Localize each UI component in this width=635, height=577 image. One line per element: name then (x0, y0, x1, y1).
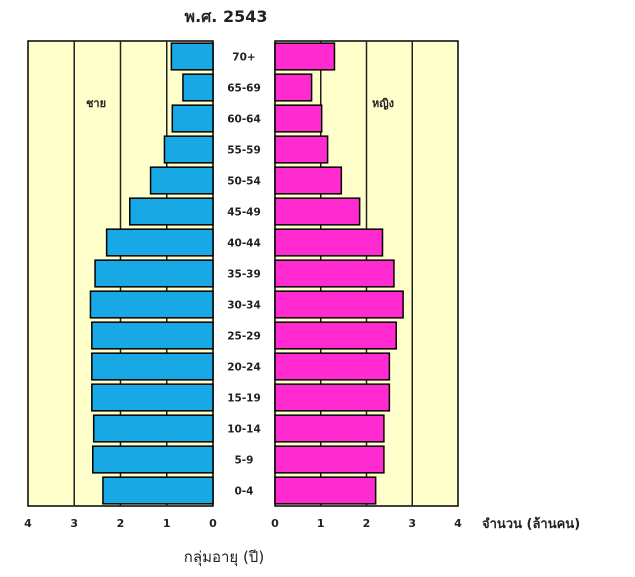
male-bar (105, 228, 214, 257)
male-bar (89, 290, 214, 319)
female-bar (274, 321, 397, 350)
female-bar (274, 445, 385, 474)
male-bar (94, 259, 214, 288)
x-tick-label: 1 (163, 517, 171, 530)
x-tick-label: 1 (317, 517, 325, 530)
x-tick-label: 3 (408, 517, 416, 530)
x-tick-label: 3 (70, 517, 78, 530)
age-group-label: 30-34 (227, 300, 261, 312)
x-tick-label: 2 (117, 517, 125, 530)
age-group-label: 60-64 (227, 114, 261, 126)
x-axis-ticks: 4 3 2 1 0 0 1 2 3 4 (24, 517, 462, 530)
x-tick-label: 0 (209, 517, 217, 530)
age-group-label: 45-49 (227, 207, 261, 219)
female-bar (274, 135, 329, 164)
male-bar (182, 73, 214, 102)
female-bar (274, 290, 404, 319)
series-label-male: ชาย (86, 97, 106, 110)
x-axis-title: กลุ่มอายุ (ปี) (184, 548, 264, 567)
age-group-label: 55-59 (227, 145, 261, 157)
male-bar (170, 42, 214, 71)
x-tick-label: 4 (454, 517, 462, 530)
male-bar (91, 352, 214, 381)
chart-title: พ.ศ. 2543 (185, 7, 268, 26)
age-group-label: 0-4 (235, 486, 254, 498)
male-bar (92, 445, 214, 474)
age-group-label: 10-14 (227, 424, 261, 436)
female-bar (274, 352, 391, 381)
female-panel (274, 40, 459, 507)
age-group-label: 40-44 (227, 238, 261, 250)
age-group-label: 5-9 (235, 455, 254, 467)
male-bar (163, 135, 214, 164)
male-bar (149, 166, 214, 195)
male-panel (27, 40, 214, 507)
female-bar (274, 166, 343, 195)
series-label-female: หญิง (372, 97, 394, 110)
female-bar (274, 42, 336, 71)
age-group-label: 20-24 (227, 362, 261, 374)
female-bar (274, 383, 391, 412)
age-group-label: 50-54 (227, 176, 261, 188)
age-group-label: 70+ (232, 52, 255, 64)
age-group-label: 15-19 (227, 393, 261, 405)
male-bar (92, 414, 214, 443)
x-tick-label: 0 (271, 517, 279, 530)
female-bar (274, 414, 385, 443)
age-group-label: 25-29 (227, 331, 261, 343)
female-bar (274, 73, 313, 102)
age-group-labels: 70+ 65-69 60-64 55-59 50-54 45-49 40-44 35-39 30… (227, 52, 261, 498)
male-bar (91, 383, 214, 412)
male-bar (102, 476, 214, 505)
female-bar (274, 104, 323, 133)
age-group-label: 65-69 (227, 83, 261, 95)
female-bar (274, 197, 361, 226)
male-bar (129, 197, 214, 226)
female-bar (274, 259, 395, 288)
unit-label: จำนวน (ล้านคน) (482, 516, 580, 532)
x-tick-label: 2 (363, 517, 371, 530)
age-group-label: 35-39 (227, 269, 261, 281)
female-bar (274, 228, 384, 257)
x-tick-label: 4 (24, 517, 32, 530)
male-bar (171, 104, 214, 133)
male-bar (91, 321, 214, 350)
female-bar (274, 476, 377, 505)
